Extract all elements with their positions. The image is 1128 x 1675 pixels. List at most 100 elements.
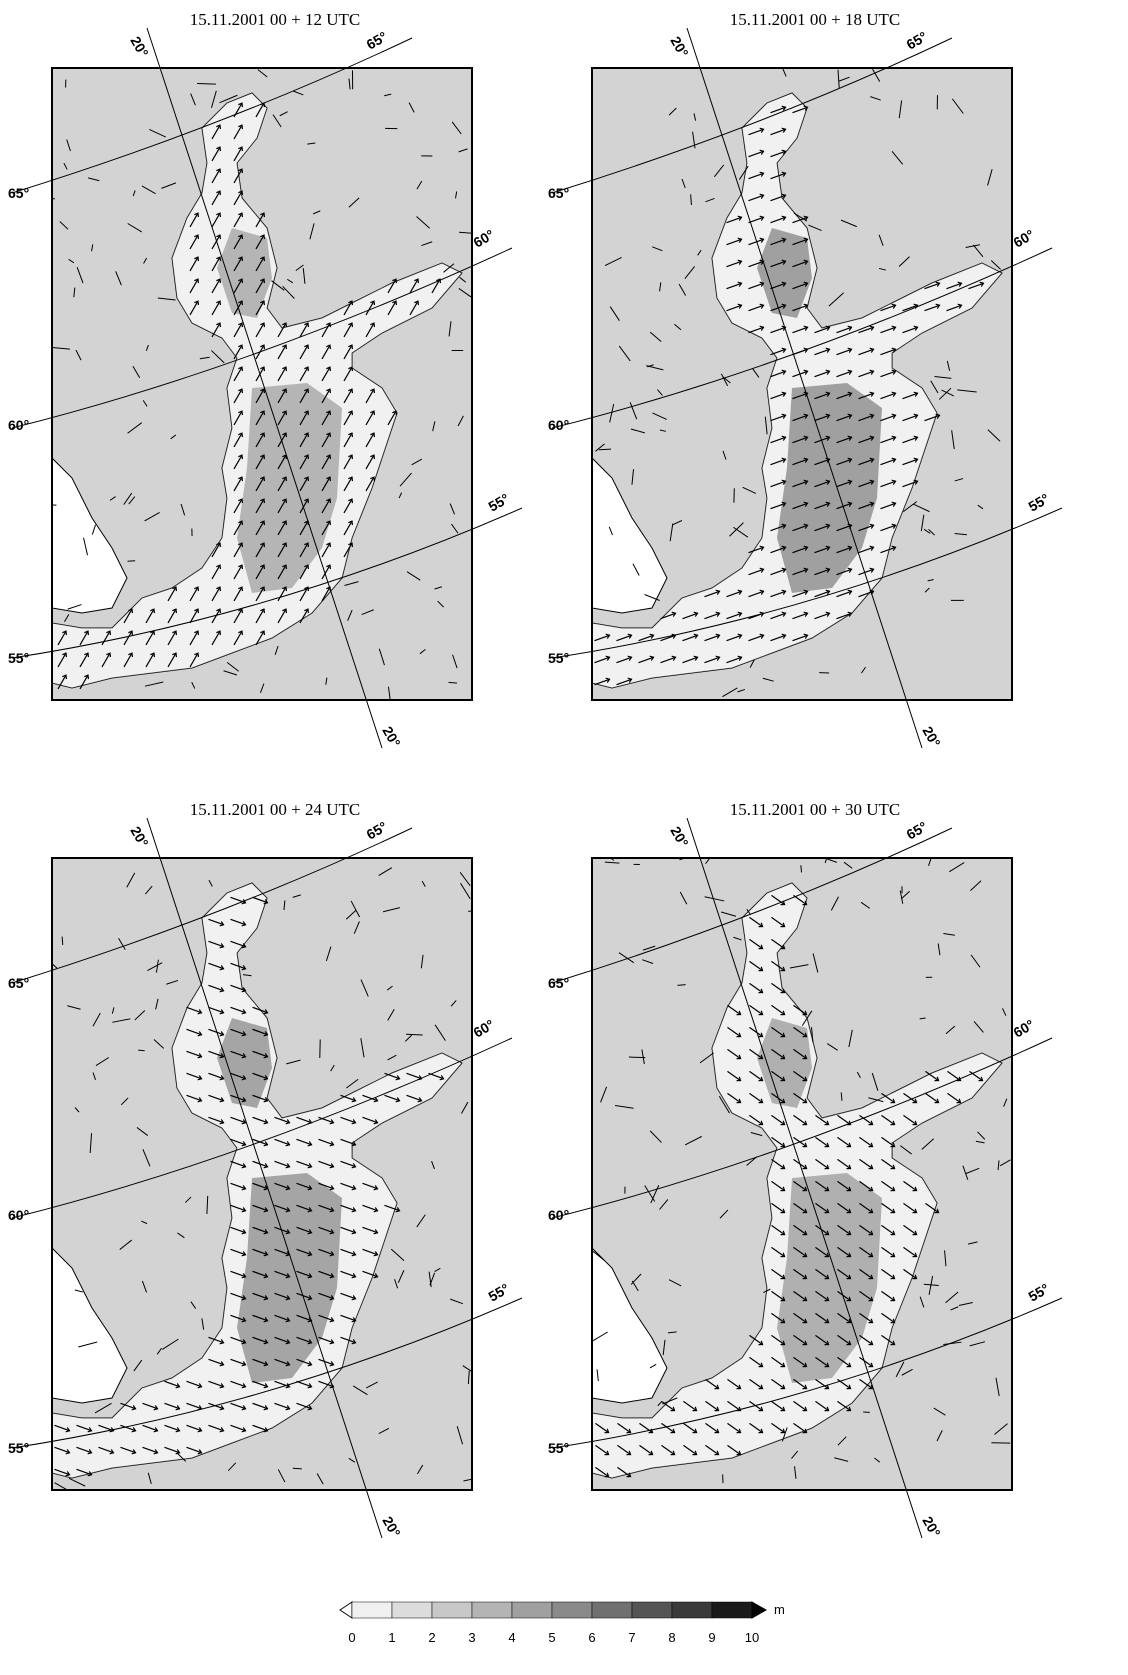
direction-arrow <box>925 1202 940 1214</box>
coastline-fragment <box>678 283 687 296</box>
colorbar-segment <box>711 1601 753 1619</box>
coastline-fragment <box>719 1209 729 1219</box>
coastline-fragment <box>928 858 932 866</box>
coastline-fragment <box>837 1436 847 1446</box>
coastline-fragment <box>330 1064 335 1072</box>
direction-arrow <box>770 281 787 290</box>
direction-arrow <box>814 589 831 598</box>
coastline-fragment <box>325 946 332 962</box>
label-lat65-right: 65° <box>364 28 390 52</box>
direction-arrow <box>814 479 831 488</box>
direction-arrow <box>296 1270 313 1279</box>
direction-arrow <box>321 498 332 514</box>
direction-arrow <box>771 1224 786 1236</box>
coastline-fragment <box>659 282 662 292</box>
direction-arrow <box>748 325 765 334</box>
direction-arrow <box>903 1202 918 1214</box>
direction-arrow <box>255 586 266 602</box>
coastline-fragment <box>126 872 136 888</box>
coastline-fragment <box>208 879 213 887</box>
direction-arrow <box>274 1292 291 1301</box>
direction-arrow <box>189 234 200 250</box>
direction-arrow <box>749 1070 764 1082</box>
direction-arrow <box>299 322 310 338</box>
coastline-fragment <box>416 1214 426 1228</box>
direction-arrow <box>208 1402 225 1411</box>
sea-area <box>592 457 668 614</box>
coastline-fragment <box>292 894 301 898</box>
direction-arrow <box>726 611 743 620</box>
direction-arrow <box>255 212 266 228</box>
coastline-fragment <box>184 1196 192 1203</box>
coastline-fragment <box>679 891 688 905</box>
coastline-fragment <box>271 280 285 291</box>
direction-arrow <box>409 300 420 316</box>
coastline-fragment <box>73 287 76 298</box>
direction-arrow <box>79 630 90 646</box>
direction-arrow <box>255 476 266 492</box>
direction-arrow <box>748 303 765 312</box>
direction-arrow <box>387 410 398 426</box>
direction-arrow <box>340 1270 357 1279</box>
coastline-fragment <box>283 900 286 911</box>
coastline-fragment <box>459 872 471 887</box>
coastline-fragment <box>460 882 471 900</box>
wave-height-colorbar: m 0 1 2 3 4 5 6 7 8 9 10 <box>339 1601 785 1645</box>
direction-arrow <box>793 1378 808 1390</box>
direction-arrow <box>211 542 222 558</box>
direction-arrow <box>616 677 633 686</box>
direction-arrow <box>748 589 765 598</box>
direction-arrow <box>770 193 787 202</box>
coastline-fragment <box>144 511 160 522</box>
coastline-fragment <box>74 1107 80 1113</box>
wave-height-field <box>777 1173 882 1383</box>
coastline-fragment <box>874 1457 881 1463</box>
direction-arrow <box>770 457 787 466</box>
direction-arrow <box>859 1180 874 1192</box>
coastline-fragment <box>751 367 760 378</box>
direction-arrow <box>362 1248 379 1257</box>
direction-arrow <box>321 344 332 360</box>
direction-arrow <box>208 1116 225 1125</box>
direction-arrow <box>255 564 266 580</box>
direction-arrow <box>815 1312 830 1324</box>
direction-arrow <box>814 325 831 334</box>
coastline-fragment <box>1003 1098 1008 1107</box>
direction-arrow <box>362 1116 379 1125</box>
direction-arrow <box>836 391 853 400</box>
direction-arrow <box>793 1290 808 1302</box>
direction-arrow <box>815 1202 830 1214</box>
coastline-fragment <box>900 890 910 900</box>
direction-arrow <box>233 168 244 184</box>
direction-arrow <box>362 1094 379 1103</box>
direction-arrow <box>770 523 787 532</box>
coastline-fragment <box>325 677 328 685</box>
coastline-fragment <box>95 1057 110 1066</box>
label-lat65-right: 65° <box>364 818 390 842</box>
coastline-fragment <box>119 1239 133 1250</box>
direction-arrow <box>230 1072 247 1081</box>
coastline-fragment <box>428 1271 432 1288</box>
direction-arrow <box>792 611 809 620</box>
coastline-fragment <box>180 503 186 516</box>
coastline-fragment <box>824 858 828 864</box>
label-lat55-right: 55° <box>486 1280 512 1304</box>
parallel-65 <box>551 827 953 984</box>
direction-arrow <box>858 369 875 378</box>
direction-arrow <box>748 545 765 554</box>
direction-arrow <box>836 545 853 554</box>
direction-arrow <box>771 1114 786 1126</box>
coastline-fragment <box>913 503 930 513</box>
direction-arrow <box>296 1358 313 1367</box>
direction-arrow <box>815 1290 830 1302</box>
coastline-fragment <box>419 648 426 655</box>
coastline-fragment <box>259 683 265 694</box>
direction-arrow <box>880 545 897 554</box>
direction-arrow <box>792 303 809 312</box>
colorbar-segment <box>511 1601 553 1619</box>
coastline-fragment <box>608 526 613 536</box>
direction-arrow <box>837 1224 852 1236</box>
coastline-fragment <box>417 1464 424 1475</box>
direction-arrow <box>617 1422 632 1434</box>
coastline-fragment <box>951 98 964 114</box>
